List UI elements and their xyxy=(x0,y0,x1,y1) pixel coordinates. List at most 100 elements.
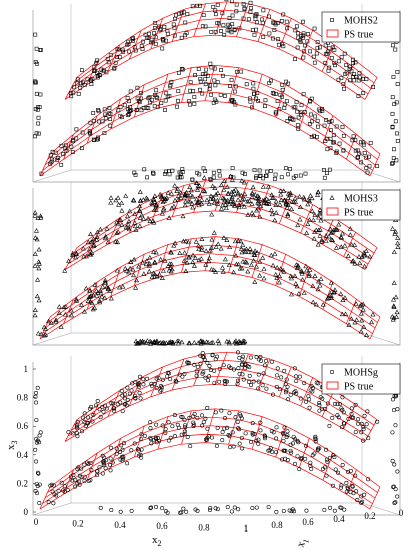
point-marker xyxy=(148,506,153,511)
point-marker xyxy=(254,207,260,213)
point-marker xyxy=(339,483,344,488)
point-marker xyxy=(375,419,380,424)
point-marker xyxy=(179,339,185,345)
point-marker xyxy=(183,423,188,428)
point-marker xyxy=(274,265,280,270)
point-marker xyxy=(35,107,40,112)
point-marker xyxy=(353,60,358,65)
point-marker xyxy=(324,473,329,478)
point-marker xyxy=(83,253,89,259)
point-marker xyxy=(152,381,157,386)
point-marker xyxy=(179,66,184,71)
point-marker xyxy=(145,175,149,180)
point-marker xyxy=(59,143,64,148)
point-marker xyxy=(79,466,84,471)
point-marker xyxy=(226,432,231,437)
point-marker xyxy=(280,42,284,47)
point-marker xyxy=(257,214,263,219)
point-marker xyxy=(250,28,255,33)
point-marker xyxy=(348,490,353,495)
point-marker xyxy=(200,354,205,359)
point-marker xyxy=(256,201,262,206)
point-marker xyxy=(260,197,266,203)
point-marker xyxy=(274,436,279,441)
point-marker xyxy=(269,192,275,197)
point-marker xyxy=(285,433,290,438)
point-marker xyxy=(127,265,133,271)
point-marker xyxy=(124,213,131,219)
point-marker xyxy=(192,362,197,367)
point-marker xyxy=(390,226,396,231)
point-marker xyxy=(263,200,269,205)
point-marker xyxy=(352,242,358,247)
point-marker xyxy=(51,501,56,506)
point-marker xyxy=(220,265,226,270)
point-marker xyxy=(274,384,279,389)
point-marker xyxy=(248,262,254,268)
point-marker xyxy=(172,240,178,246)
point-marker xyxy=(183,268,189,273)
point-marker xyxy=(37,433,42,438)
point-marker xyxy=(234,9,239,14)
point-marker xyxy=(151,249,157,254)
point-marker xyxy=(102,235,108,241)
point-marker xyxy=(293,281,299,286)
point-marker xyxy=(306,32,310,36)
point-marker xyxy=(345,253,351,258)
point-marker xyxy=(249,194,255,200)
point-marker xyxy=(123,193,129,198)
point-marker xyxy=(191,263,197,268)
point-marker xyxy=(356,254,362,259)
point-marker xyxy=(261,275,267,281)
point-marker xyxy=(334,151,339,155)
point-marker xyxy=(145,35,150,40)
point-marker xyxy=(179,175,184,180)
point-marker xyxy=(195,508,200,513)
point-marker xyxy=(276,42,281,47)
point-marker xyxy=(211,175,216,180)
point-marker xyxy=(118,449,123,454)
point-marker xyxy=(143,340,149,345)
point-marker xyxy=(293,174,298,178)
point-marker xyxy=(192,101,197,106)
point-marker xyxy=(221,23,226,28)
point-marker xyxy=(287,190,293,195)
point-marker xyxy=(274,425,279,430)
point-marker xyxy=(229,30,234,35)
point-marker xyxy=(192,255,198,260)
point-marker xyxy=(167,339,173,345)
point-marker xyxy=(365,170,370,175)
point-marker xyxy=(361,140,366,145)
point-marker xyxy=(221,178,227,183)
point-marker xyxy=(149,200,155,205)
point-marker xyxy=(390,125,395,130)
point-marker xyxy=(100,119,105,124)
point-marker xyxy=(195,170,200,175)
point-marker xyxy=(240,170,245,175)
point-marker xyxy=(329,237,335,242)
point-marker xyxy=(228,445,233,450)
point-marker xyxy=(147,260,153,266)
point-marker xyxy=(242,6,247,11)
point-marker xyxy=(223,416,228,421)
point-marker xyxy=(395,407,400,412)
point-marker xyxy=(149,384,154,389)
point-marker xyxy=(320,301,326,307)
point-marker xyxy=(340,407,345,412)
point-marker xyxy=(327,423,332,428)
point-marker xyxy=(249,190,255,196)
point-marker xyxy=(156,375,161,380)
point-marker xyxy=(285,397,290,402)
point-marker xyxy=(203,375,208,380)
point-marker xyxy=(179,510,184,515)
point-marker xyxy=(88,131,93,136)
point-marker xyxy=(49,160,54,165)
point-marker xyxy=(308,192,314,198)
point-marker xyxy=(114,230,120,235)
point-marker xyxy=(176,425,181,430)
point-marker xyxy=(283,448,288,453)
point-marker xyxy=(244,259,250,265)
point-marker xyxy=(316,124,320,129)
point-marker xyxy=(207,374,212,379)
point-marker xyxy=(136,383,141,388)
